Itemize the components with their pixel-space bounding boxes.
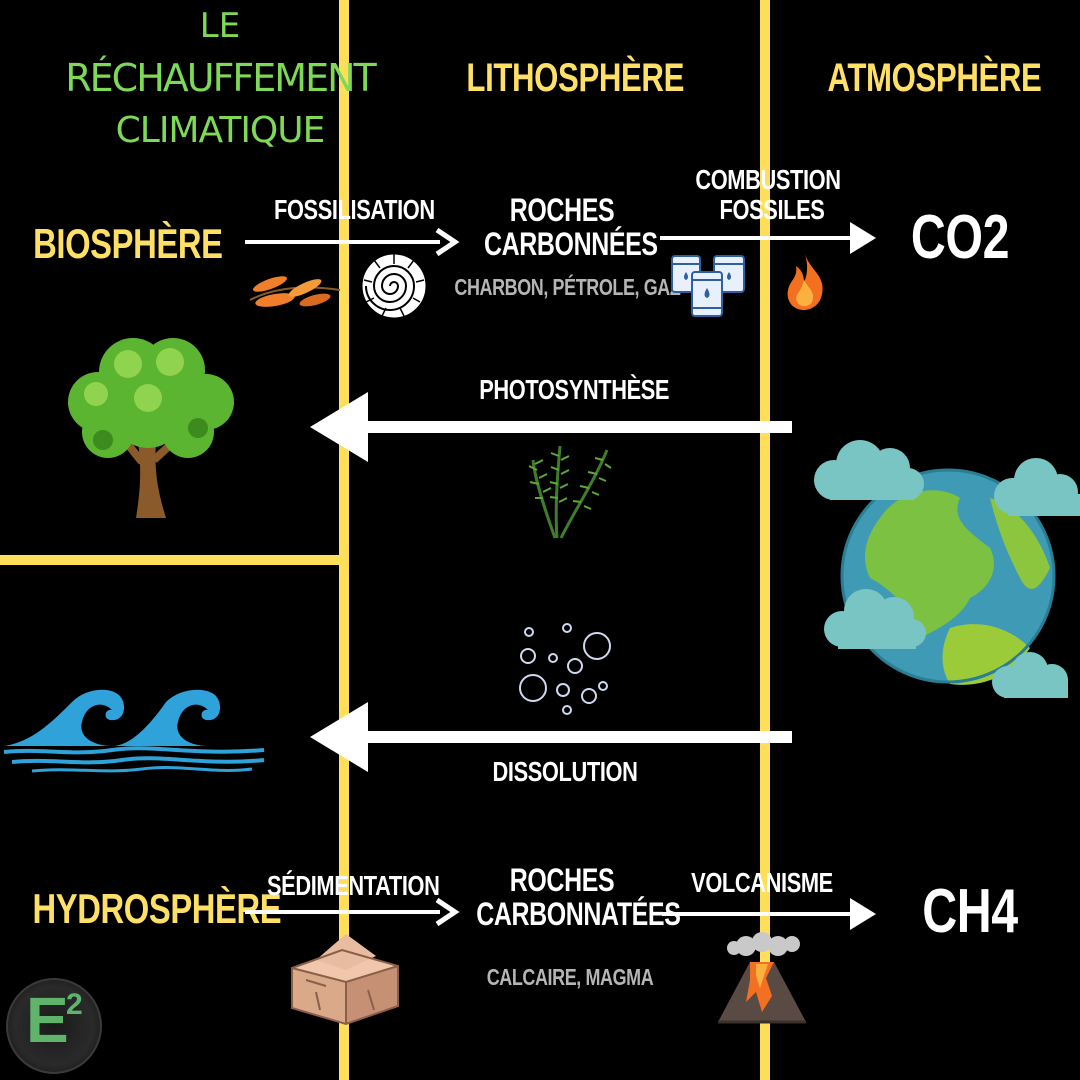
biosphere-label: BIOSPHÈRE xyxy=(33,220,223,267)
bubbles-icon xyxy=(519,623,611,715)
logo-superscript: 2 xyxy=(66,988,83,1021)
leaves-icon xyxy=(249,276,341,307)
calcaire-magma-label: CALCAIRE, MAGMA xyxy=(486,964,654,990)
lithosphere-header: LITHOSPHÈRE xyxy=(466,56,685,100)
cloud-icon xyxy=(994,458,1080,516)
ammonite-icon xyxy=(361,253,427,319)
cloud-icon xyxy=(814,440,924,500)
volcanisme-label: VOLCANISME xyxy=(691,867,833,898)
divider-line-horizontal xyxy=(0,555,343,565)
carbonnees-label: CARBONNÉES xyxy=(484,226,658,262)
volcano-icon xyxy=(718,932,806,1024)
fossiles-label: FOSSILES xyxy=(719,194,825,225)
photosynthese-label: PHOTOSYNTHÈSE xyxy=(479,374,670,405)
dissolution-label: DISSOLUTION xyxy=(492,756,638,787)
sedimentation-label: SÉDIMENTATION xyxy=(267,870,440,901)
logo-letter: E xyxy=(26,984,69,1056)
combustion-label: COMBUSTION xyxy=(695,164,841,195)
barrels-icon xyxy=(671,255,745,317)
wave-icon xyxy=(3,689,265,773)
roches-label-top: ROCHES xyxy=(509,192,615,228)
cloud-icon xyxy=(992,652,1068,698)
fossilisation-label: FOSSILISATION xyxy=(274,194,435,225)
logo-icon: E 2 xyxy=(6,978,102,1074)
tree-icon xyxy=(68,338,234,518)
title-line-1: LE xyxy=(199,6,241,46)
carbonnatees-label: CARBONNATÉES xyxy=(476,896,681,932)
flame-icon xyxy=(787,254,823,310)
cloud-icon xyxy=(824,589,926,649)
rock-icon xyxy=(291,934,399,1026)
ch4-label: CH4 xyxy=(922,877,1018,946)
divider-line-right xyxy=(760,0,770,1080)
atmosphere-header: ATMOSPHÈRE xyxy=(827,56,1042,100)
title-line-3: CLIMATIQUE xyxy=(115,110,326,151)
divider-line-left xyxy=(339,0,349,1080)
algae-icon xyxy=(528,445,612,539)
title-line-2: RÉCHAUFFEMENT xyxy=(65,56,377,100)
co2-label: CO2 xyxy=(910,203,1010,272)
roches-label-bottom: ROCHES xyxy=(509,862,615,898)
